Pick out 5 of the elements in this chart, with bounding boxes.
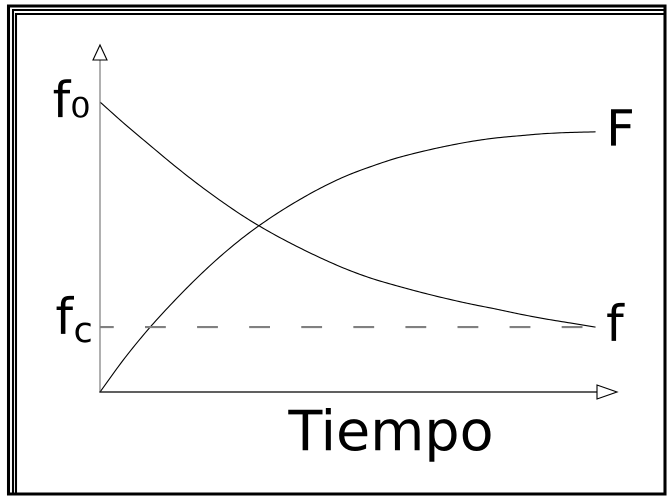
text: f₀ bbox=[54, 79, 89, 118]
series-label: F bbox=[611, 109, 632, 146]
x-axis-title: Tiempo bbox=[288, 408, 491, 462]
series-label: f bbox=[607, 302, 625, 341]
ref-line-label: f$_{c}$ bbox=[56, 296, 91, 343]
